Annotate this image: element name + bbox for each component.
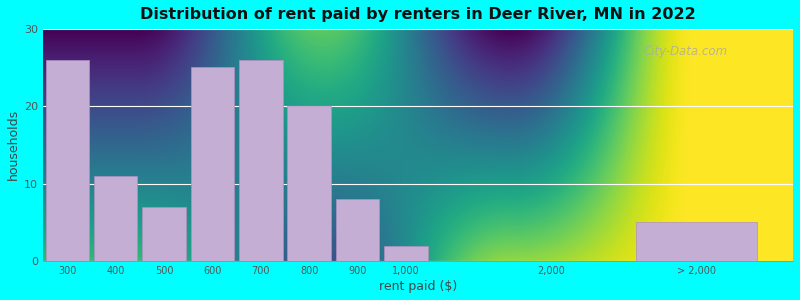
Y-axis label: households: households: [7, 109, 20, 180]
Title: Distribution of rent paid by renters in Deer River, MN in 2022: Distribution of rent paid by renters in …: [140, 7, 696, 22]
Bar: [336, 199, 379, 261]
Bar: [94, 176, 138, 261]
Bar: [46, 60, 89, 261]
Bar: [384, 245, 428, 261]
Bar: [636, 222, 757, 261]
X-axis label: rent paid ($): rent paid ($): [379, 280, 458, 293]
Bar: [287, 106, 331, 261]
Bar: [142, 207, 186, 261]
Text: City-Data.com: City-Data.com: [643, 45, 727, 58]
Bar: [190, 68, 234, 261]
Bar: [239, 60, 282, 261]
